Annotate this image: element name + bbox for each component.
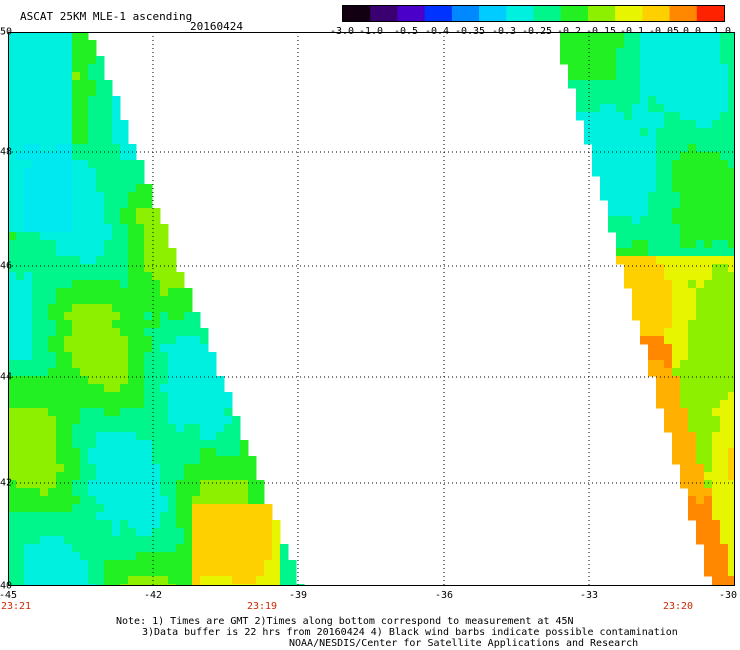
colorbar-label: -0.05 — [648, 26, 680, 37]
colorbar-label: -0.35 — [454, 26, 486, 37]
lat-label: 50 — [0, 26, 13, 38]
colorbar-swatch — [424, 6, 453, 21]
colorbar-swatch — [343, 6, 371, 21]
product-title: ASCAT 25KM MLE-1 ascending — [20, 10, 193, 23]
lon-label: -42 — [143, 590, 163, 601]
colorbar-swatch — [587, 6, 616, 21]
note-line: Note: 1) Times are GMT 2)Times along bot… — [116, 616, 574, 627]
colorbar-swatch — [615, 6, 643, 21]
lat-label: 42 — [0, 477, 13, 489]
colorbar-label: -0.2 — [556, 26, 582, 37]
note-line: NOAA/NESDIS/Center for Satellite Applica… — [289, 638, 639, 649]
colorbar-swatch — [479, 6, 507, 21]
map-frame — [8, 32, 735, 586]
colorbar-swatch — [370, 6, 399, 21]
colorbar-label: -0.3 — [491, 26, 517, 37]
colorbar-label: -0.25 — [521, 26, 553, 37]
lat-label: 48 — [0, 146, 13, 158]
note-line: 3)Data buffer is 22 hrs from 20160424 4)… — [142, 627, 678, 638]
lat-label: 44 — [0, 371, 13, 383]
color-scale-bar — [342, 5, 725, 22]
colorbar-swatch — [669, 6, 698, 21]
colorbar-swatch — [560, 6, 589, 21]
lon-label: -45 — [0, 590, 18, 601]
colorbar-label: -0.5 — [393, 26, 419, 37]
colorbar-label: -0.4 — [424, 26, 450, 37]
pass-time-label: 23:20 — [662, 601, 694, 612]
lon-label: -33 — [579, 590, 599, 601]
colorbar-label: 0.0 — [682, 26, 702, 37]
colorbar-swatch — [397, 6, 426, 21]
product-date: 20160424 — [190, 20, 243, 33]
colorbar-label: 1.0 — [712, 26, 732, 37]
colorbar-swatch — [451, 6, 480, 21]
colorbar-swatch — [696, 6, 724, 21]
lon-label: -36 — [434, 590, 454, 601]
lat-label: 40 — [0, 580, 13, 592]
colorbar-label: -3.0 — [329, 26, 355, 37]
colorbar-label: -0.1 — [619, 26, 645, 37]
colorbar-swatch — [506, 6, 535, 21]
lon-label: -39 — [288, 590, 308, 601]
colorbar-label: -1.0 — [358, 26, 384, 37]
wind-field-cells — [8, 32, 735, 586]
wind-map-plot — [8, 32, 735, 586]
colorbar-label: -0.15 — [585, 26, 617, 37]
pass-time-label: 23:21 — [0, 601, 32, 612]
map-grid — [8, 32, 735, 586]
colorbar-swatch — [642, 6, 671, 21]
lat-label: 46 — [0, 260, 13, 272]
pass-time-label: 23:19 — [246, 601, 278, 612]
colorbar-swatch — [533, 6, 562, 21]
lon-label: -30 — [718, 590, 738, 601]
